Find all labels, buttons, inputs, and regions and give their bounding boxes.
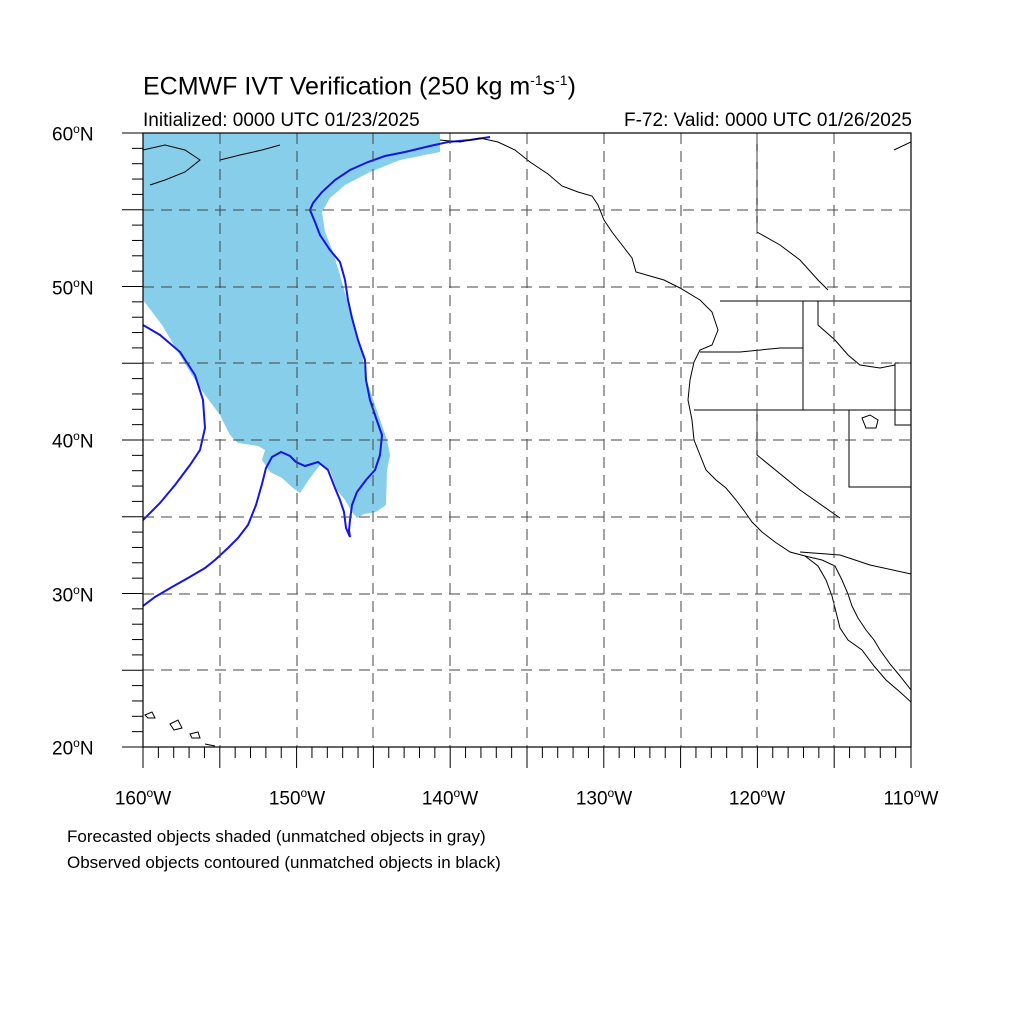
caption-forecast: Forecasted objects shaded (unmatched obj… <box>67 827 486 846</box>
coastlines <box>143 137 911 747</box>
lon-label-110w: 110oW <box>883 786 939 810</box>
lat-label-40n: 40oN <box>52 429 94 453</box>
political-borders <box>694 133 911 575</box>
lon-label-120w: 120oW <box>728 786 786 810</box>
lat-label-60n: 60oN <box>52 122 94 146</box>
lon-label-140w: 140oW <box>421 786 479 810</box>
lat-label-20n: 20oN <box>52 736 94 760</box>
valid-time: F-72: Valid: 0000 UTC 01/26/2025 <box>624 110 912 131</box>
lat-label-30n: 30oN <box>52 583 94 607</box>
lon-label-160w: 160oW <box>114 786 172 810</box>
forecast-ivt-object <box>143 133 440 518</box>
lon-label-130w: 130oW <box>575 786 633 810</box>
observed-ivt-contour-west <box>143 324 207 521</box>
chart-title: ECMWF IVT Verification (250 kg m-1s-1) <box>143 72 576 101</box>
observed-ivt-contour-main <box>143 136 491 607</box>
axis-ticks <box>122 132 912 768</box>
lat-lon-grid <box>143 133 911 747</box>
lon-label-150w: 150oW <box>268 786 326 810</box>
caption-observed: Observed objects contoured (unmatched ob… <box>67 853 501 872</box>
lat-label-50n: 50oN <box>52 276 94 300</box>
initialized-time: Initialized: 0000 UTC 01/23/2025 <box>143 110 420 131</box>
